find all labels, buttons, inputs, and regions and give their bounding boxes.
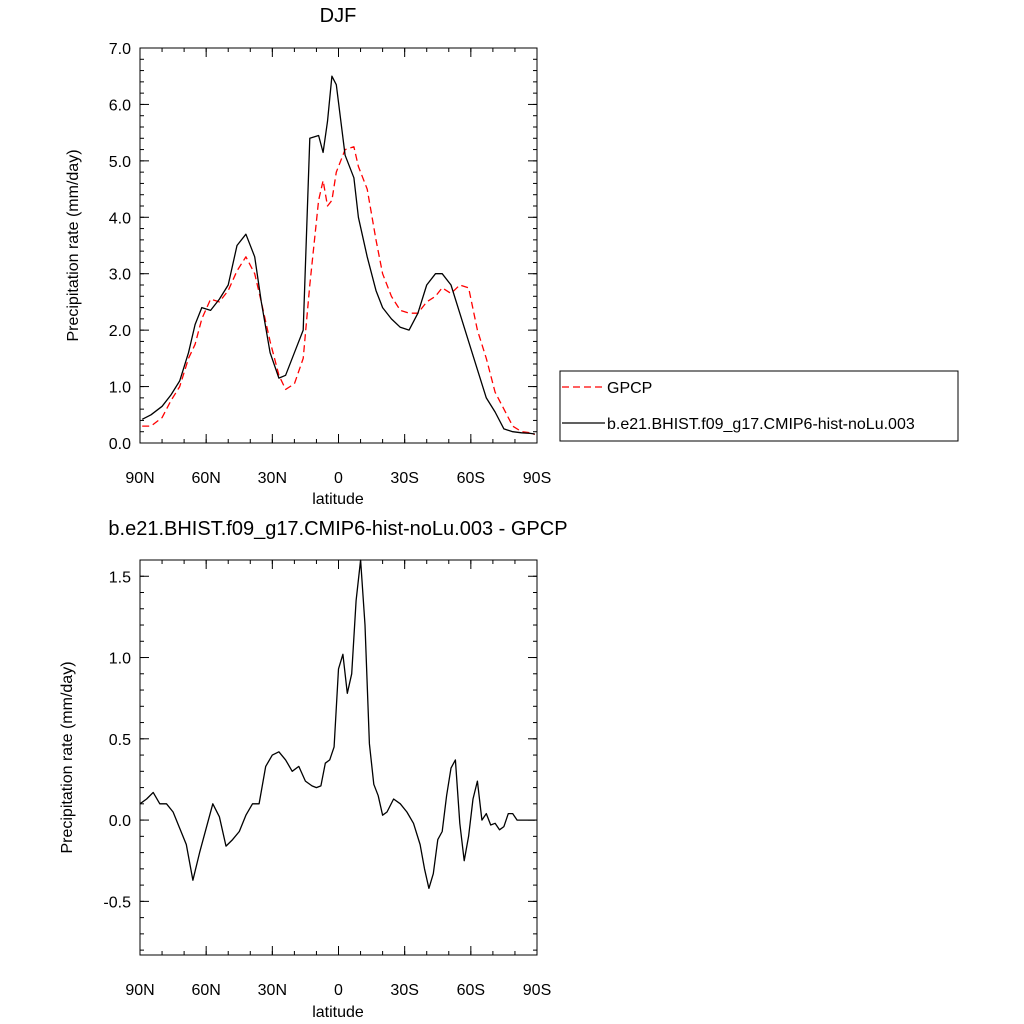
x-tick-label-bottom: 90S bbox=[523, 982, 551, 999]
y-tick-label-top: 2.0 bbox=[109, 323, 131, 340]
x-axis-bottom: 90N 60N 30N 0 30S 60S 90S bbox=[125, 560, 551, 999]
y-tick-label-bottom: -0.5 bbox=[103, 894, 131, 911]
legend-box bbox=[559, 370, 959, 442]
x-tick-label-bottom: 60N bbox=[191, 982, 220, 999]
panel-bottom-chart: b.e21.BHIST.f09_g17.CMIP6-hist-noLu.003 … bbox=[59, 518, 568, 1021]
x-axis-label-top: latitude bbox=[312, 491, 364, 508]
y-axis-bottom: -0.5 0.0 0.5 1.0 1.5 bbox=[103, 559, 537, 951]
x-tick-label-top: 60S bbox=[457, 470, 485, 487]
y-tick-label-bottom: 0.0 bbox=[109, 813, 131, 830]
x-tick-label-top: 30S bbox=[390, 470, 418, 487]
chart-title-top: DJF bbox=[320, 5, 357, 27]
y-axis-label-bottom: Precipitation rate (mm/day) bbox=[59, 661, 76, 853]
legend-label-gpcp: GPCP bbox=[607, 380, 652, 397]
y-tick-label-top: 7.0 bbox=[109, 41, 131, 58]
x-tick-label-bottom: 30N bbox=[258, 982, 287, 999]
y-tick-label-top: 5.0 bbox=[109, 154, 131, 171]
y-tick-label-top: 0.0 bbox=[109, 436, 131, 453]
y-tick-label-top: 4.0 bbox=[109, 210, 131, 227]
x-tick-label-bottom: 30S bbox=[390, 982, 418, 999]
y-axis-label-top: Precipitation rate (mm/day) bbox=[65, 149, 82, 341]
legend: GPCP b.e21.BHIST.f09_g17.CMIP6-hist-noLu… bbox=[559, 370, 959, 442]
legend-label-model: b.e21.BHIST.f09_g17.CMIP6-hist-noLu.003 bbox=[607, 416, 915, 433]
plot-frame-bottom bbox=[139, 559, 538, 956]
y-tick-label-bottom: 1.5 bbox=[109, 569, 131, 586]
x-tick-label-bottom: 90N bbox=[125, 982, 154, 999]
series-group-bottom bbox=[139, 559, 535, 890]
x-axis-top: 90N 60N 30N 0 30S 60S 90S bbox=[125, 48, 551, 487]
x-tick-label-top: 90S bbox=[523, 470, 551, 487]
series-line-model-top bbox=[141, 75, 535, 435]
x-tick-label-top: 90N bbox=[125, 470, 154, 487]
series-group-top bbox=[141, 75, 536, 436]
panel-top-chart: DJF 0.0 1.0 2.0 3.0 4.0 5.0 6.0 7.0 90N 60N 30N 0 3… bbox=[65, 5, 959, 508]
x-axis-label-bottom: latitude bbox=[312, 1004, 364, 1021]
y-tick-label-bottom: 0.5 bbox=[109, 732, 131, 749]
series-line-gpcp-top bbox=[142, 146, 536, 436]
y-tick-label-top: 6.0 bbox=[109, 97, 131, 114]
series-line-model-bottom bbox=[139, 559, 535, 890]
x-tick-label-top: 0 bbox=[334, 470, 343, 487]
chart-title-bottom: b.e21.BHIST.f09_g17.CMIP6-hist-noLu.003 … bbox=[108, 518, 567, 540]
y-tick-label-top: 1.0 bbox=[109, 380, 131, 397]
y-tick-label-bottom: 1.0 bbox=[109, 651, 131, 668]
x-tick-label-bottom: 0 bbox=[334, 982, 343, 999]
x-tick-label-bottom: 60S bbox=[457, 982, 485, 999]
y-axis-top: 0.0 1.0 2.0 3.0 4.0 5.0 6.0 7.0 bbox=[109, 41, 537, 453]
x-tick-label-top: 60N bbox=[191, 470, 220, 487]
y-tick-label-top: 3.0 bbox=[109, 267, 131, 284]
x-tick-label-top: 30N bbox=[258, 470, 287, 487]
